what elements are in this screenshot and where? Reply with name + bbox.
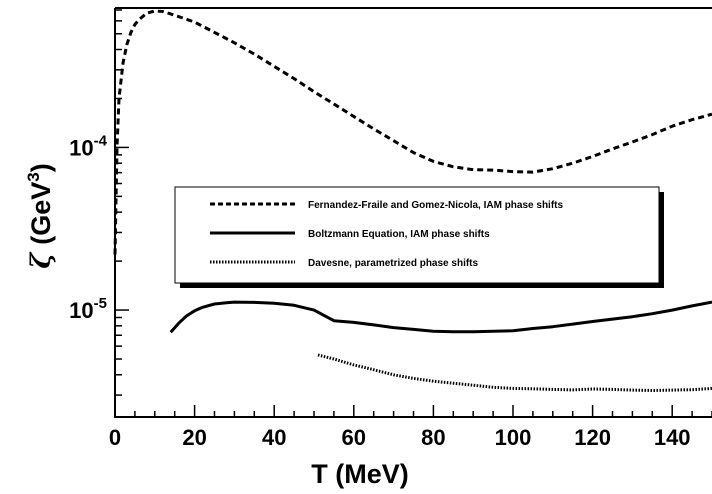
y-axis-title: ζ (GeV3) (24, 163, 57, 269)
y-axis-unit: (GeV (26, 182, 56, 245)
legend-label-1: Fernandez-Fraile and Gomez-Nicola, IAM p… (308, 200, 563, 211)
series-lines (113, 9, 712, 392)
x-tick-label: 40 (262, 425, 286, 450)
x-tick-label: 60 (342, 425, 366, 450)
y-tick-label: 10-4 (69, 132, 107, 160)
legend-label-2: Boltzmann Equation, IAM phase shifts (308, 229, 490, 240)
y-tick-base: 10 (69, 135, 93, 160)
x-tick-label: 20 (182, 425, 206, 450)
legend-box (174, 186, 660, 284)
y-tick-exponent: -4 (94, 132, 108, 149)
y-axis-unit-close: ) (26, 163, 56, 172)
y-tick-label: 10-5 (69, 295, 107, 323)
x-tick-label: 120 (574, 425, 611, 450)
y-axis-unit-exponent: 3 (24, 172, 43, 181)
legend: Fernandez-Fraile and Gomez-Nicola, IAM p… (174, 186, 664, 288)
x-tick-label: 100 (495, 425, 532, 450)
y-axis-symbol: ζ (26, 251, 57, 269)
x-tick-label: 80 (421, 425, 445, 450)
series-line-dotted (317, 353, 712, 392)
series-line-solid (169, 300, 712, 334)
series-line-dashed (113, 9, 712, 255)
y-tick-exponent: -5 (94, 295, 107, 312)
x-tick-label: 140 (654, 425, 691, 450)
x-tick-label: 0 (109, 425, 121, 450)
y-tick-base: 10 (69, 298, 93, 323)
legend-label-3: Davesne, parametrized phase shifts (308, 258, 479, 269)
x-axis-title: T (MeV) (311, 459, 409, 489)
